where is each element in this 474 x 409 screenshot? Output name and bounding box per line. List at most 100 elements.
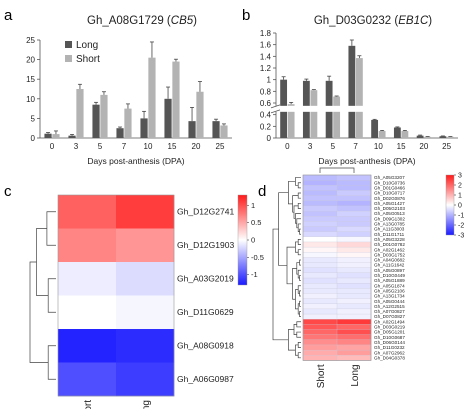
colorbar-tick-label: -2 (458, 223, 464, 230)
dendrogram-branch (297, 249, 301, 256)
title-paren-open: ( (391, 15, 398, 27)
x-tick-label: 5 (98, 142, 103, 151)
heatmap-cell (302, 257, 338, 263)
row-label: Gh_D03G1752 (374, 252, 405, 257)
heatmap-cell (302, 288, 338, 294)
dendrogram-branch (47, 345, 56, 380)
row-label: Gh_D06G0144 (374, 340, 405, 345)
heatmap-cell (302, 179, 338, 186)
heatmap-cell (302, 272, 338, 279)
dendrogram-branch (299, 300, 301, 307)
dendrogram-branch (296, 218, 301, 229)
dendrogram-branch (297, 202, 301, 209)
x-tick-label: 15 (168, 142, 177, 151)
heatmap-cell (302, 241, 338, 248)
heatmap-cell (302, 216, 338, 222)
dendrogram-branch (297, 192, 301, 199)
title-paren-close: ) (428, 15, 432, 27)
dendrogram-branch (297, 239, 301, 245)
panel-label-d: d (258, 183, 266, 200)
bar-long-5 (92, 104, 100, 138)
row-label: Gh_D03G0219 (374, 325, 405, 330)
heatmap-cell (336, 349, 372, 356)
heatmap-cell (302, 355, 338, 361)
colorbar-tick-label: -3 (458, 233, 464, 240)
bar-short-15 (172, 61, 180, 139)
panel-a-bar-chart: Gh_A08G1729 (CB5) 0 5 10 15 20 25 0 3 5 7 10 15 20 25 D… (26, 15, 232, 166)
bar-short-0 (52, 134, 60, 138)
colorbar (445, 174, 455, 236)
dendrogram-branch (293, 324, 297, 335)
row-label: Gh_D04G0378 (374, 355, 405, 360)
y-tick-label: 20 (26, 56, 35, 65)
bar-short-20 (196, 91, 204, 138)
x-tick-label: 25 (216, 142, 225, 151)
heatmap-cell (58, 295, 117, 330)
heatmap-cell (336, 272, 372, 279)
dendrogram-branch (297, 342, 301, 348)
y-tick-label: 5 (31, 114, 36, 123)
heatmap-cell (336, 329, 372, 336)
dendrogram-branch (296, 321, 301, 328)
x-tick-label: 7 (122, 142, 127, 151)
dendrogram-branch (46, 211, 56, 246)
row-label: Gh_A05G2106 (374, 288, 405, 293)
title-symbol: EB1C (398, 15, 429, 27)
dendrogram-branch (299, 228, 301, 235)
panel-c-heatmap: Gh_D12G2741 Gh_D12G1903 Gh_A03G2019 Gh_D11G… (29, 194, 264, 409)
heatmap-cell (336, 216, 372, 222)
y-tick-label: 0 (267, 134, 272, 143)
row-label: Gh_A05G1889 (374, 278, 405, 283)
bar-long-20 (188, 121, 196, 138)
x-tick-label: 3 (308, 142, 313, 151)
bar-short-3 (76, 89, 84, 138)
y-tick-label: 10 (26, 95, 35, 104)
row-label: Gh_D05G2103 (374, 206, 405, 211)
dendrogram-branch (299, 259, 301, 266)
heatmap-cell (302, 313, 338, 320)
heatmap-cell (302, 277, 338, 284)
row-label: Gh_A05G1874 (374, 283, 405, 288)
row-label: Gh_A11G1642 (374, 263, 405, 268)
heatmap-cell (336, 282, 372, 289)
column-label: Long (350, 364, 361, 386)
bar-short-0 (287, 104, 295, 138)
heatmap-cell (336, 246, 372, 253)
heatmap-cell (302, 298, 338, 305)
row-label: Gh_A05G0444 (374, 299, 405, 304)
heatmap-cell (58, 329, 117, 363)
dendrogram-branch (299, 275, 301, 281)
row-label: Gh_D01G0466 (374, 185, 405, 190)
row-label: Gh_D11G1711 (374, 232, 405, 237)
y-tick-label: 25 (26, 36, 35, 45)
heatmap-cell (302, 231, 338, 238)
heatmap-cell (302, 319, 338, 325)
row-label: Gh_A13G0785 (374, 222, 405, 227)
y-tick-label: 0.4 (260, 111, 272, 120)
heatmap-cell (302, 226, 338, 233)
dendrogram-branch (36, 228, 49, 296)
heatmap-cell (116, 329, 175, 363)
bar-short-20 (424, 136, 432, 138)
y-tick-label: 15 (26, 75, 35, 84)
row-label: Gh_A13G1734 (374, 294, 405, 299)
dendrogram-branch (295, 289, 299, 310)
bar-short-5 (100, 94, 108, 138)
heatmap-cell (116, 362, 175, 397)
heatmap-cell (336, 288, 372, 294)
y-tick-label: 0 (31, 134, 36, 143)
colorbar-tick-label: 2 (458, 183, 462, 190)
title-gene: Gh_D03G0232 (314, 15, 391, 27)
bar-short-10 (378, 131, 386, 138)
dendrogram-branch (286, 246, 296, 285)
dendrogram-branch (295, 344, 299, 356)
bar-long-20 (416, 135, 424, 138)
heatmap-cell (302, 246, 338, 253)
row-label: Gh_D01G0782 (374, 242, 405, 247)
heatmap-cell (336, 200, 372, 207)
bar-short-7 (124, 108, 132, 138)
heatmap-cell (58, 195, 117, 229)
bar-short-5 (333, 96, 341, 138)
x-tick-label: 0 (50, 142, 55, 151)
